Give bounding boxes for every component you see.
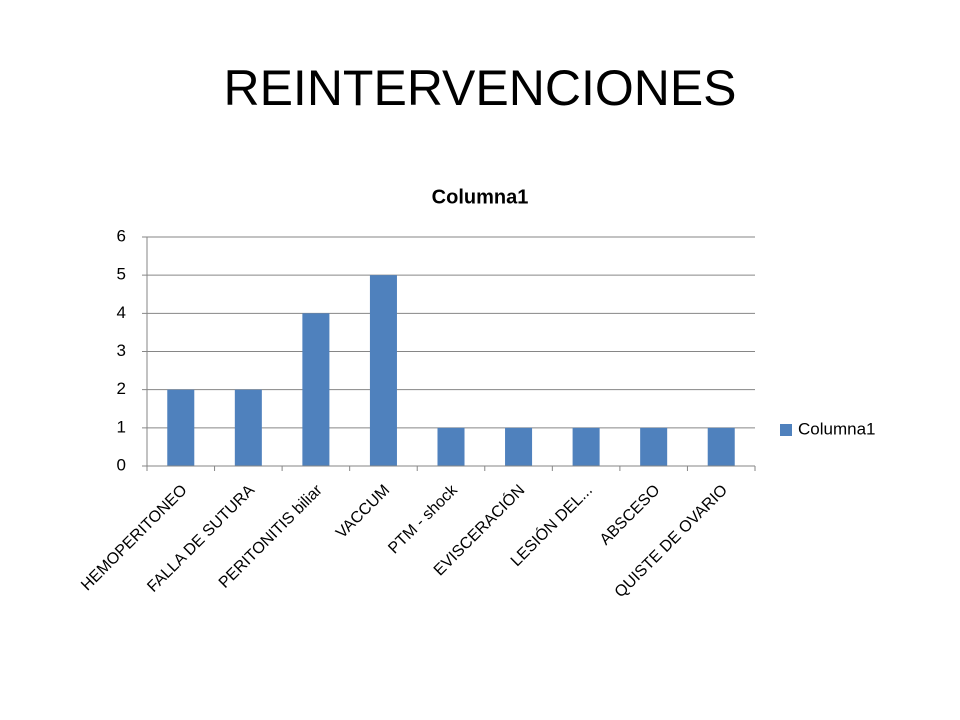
x-tick-label: VACCUM [333, 482, 393, 542]
bar [505, 427, 533, 466]
x-tick-label: PTM - shock [385, 481, 461, 557]
y-tick-label: 3 [117, 341, 126, 360]
bar [707, 427, 735, 466]
bar [572, 427, 600, 466]
bar [302, 313, 330, 466]
bar [369, 275, 397, 466]
chart-title: Columna1 [432, 186, 529, 208]
legend-swatch [780, 424, 792, 436]
y-tick-label: 2 [117, 379, 126, 398]
slide-title: REINTERVENCIONES [223, 60, 736, 116]
x-tick-label: ABSCESO [597, 482, 664, 549]
legend-label: Columna1 [798, 419, 876, 438]
y-tick-label: 0 [117, 455, 126, 474]
bar [437, 427, 465, 466]
y-tick-label: 1 [117, 417, 126, 436]
y-tick-label: 4 [117, 303, 126, 322]
y-tick-label: 5 [117, 265, 126, 284]
x-tick-label: QUISTE DE OVARIO [612, 482, 731, 601]
bar [640, 427, 668, 466]
y-tick-label: 6 [117, 226, 126, 245]
bar [167, 389, 195, 466]
bar [234, 389, 262, 466]
